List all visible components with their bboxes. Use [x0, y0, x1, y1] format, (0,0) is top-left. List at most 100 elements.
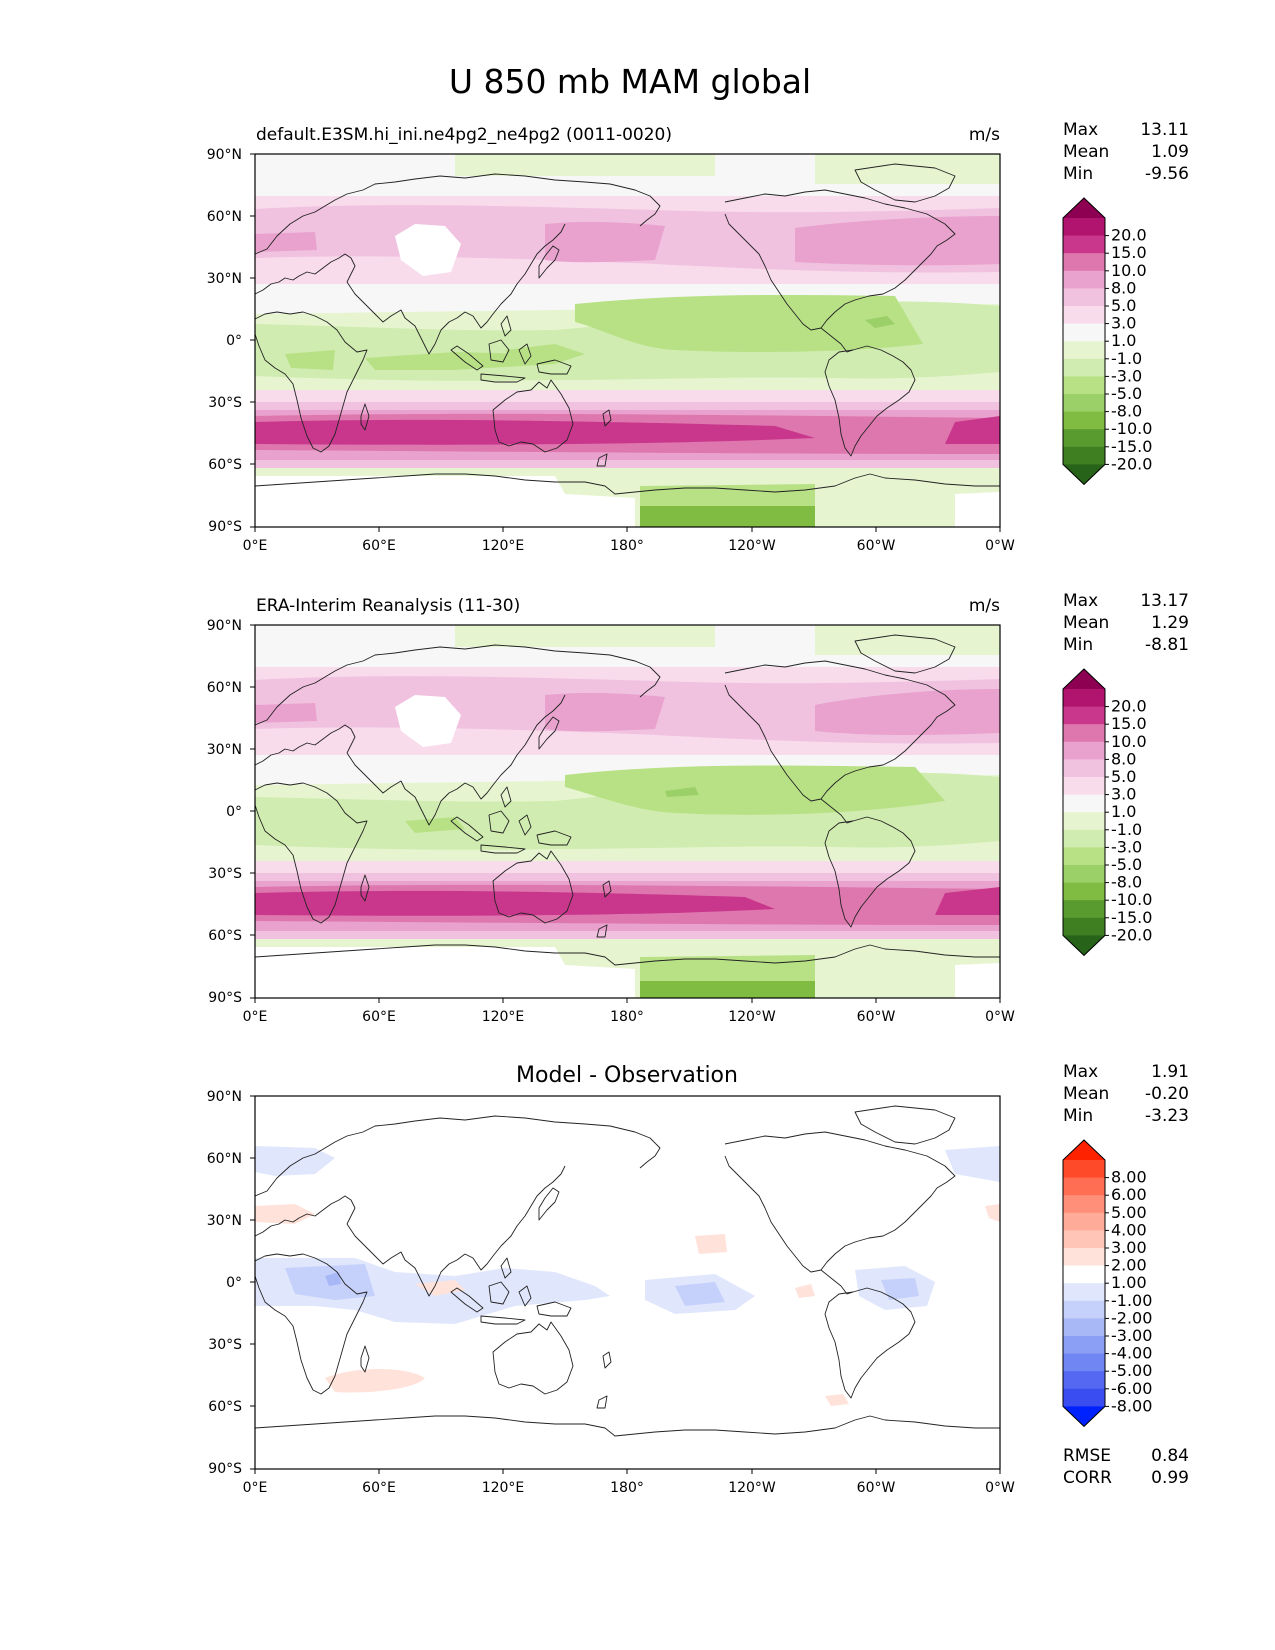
colorbar-segment — [1063, 376, 1105, 395]
stat-min-label: Min — [1063, 1106, 1093, 1126]
colorbar-tick-label: -6.00 — [1111, 1379, 1152, 1398]
lon-tick-label: 180° — [610, 1480, 644, 1496]
lat-tick-label: 30°N — [207, 271, 242, 287]
lat-tick-label: 90°S — [208, 990, 242, 1006]
colorbar-tick-label: 5.0 — [1111, 296, 1136, 315]
lon-tick-label: 120°E — [482, 1480, 525, 1496]
panel-diff: Model - Observation — [207, 1062, 1189, 1496]
lat-axis: 90°N 60°N 30°N 0° 30°S 60°S 90°S — [207, 147, 242, 535]
colorbar-segment — [1063, 777, 1105, 795]
stats-block: Max 13.17 Mean 1.29 Min -8.81 — [1063, 591, 1189, 655]
colorbar-tick-label: -15.0 — [1111, 437, 1152, 456]
colorbar-segment — [1063, 288, 1105, 307]
colorbar-tick-label: 1.0 — [1111, 331, 1136, 350]
lat-tick-label: 0° — [226, 333, 242, 349]
lon-tick-label: 120°E — [482, 538, 525, 554]
colorbar-tick-label: -1.0 — [1111, 349, 1142, 368]
colorbar-segment — [1063, 358, 1105, 377]
figure-title: U 850 mb MAM global — [449, 62, 811, 101]
panel-units: m/s — [969, 596, 1000, 616]
stat-min-label: Min — [1063, 164, 1093, 184]
colorbar-tick-label: -20.0 — [1111, 454, 1152, 473]
stat-max-value: 13.17 — [1140, 591, 1189, 611]
colorbar-segment — [1063, 1371, 1105, 1390]
colorbar-segment — [1063, 917, 1105, 936]
lat-tick-label: 60°S — [208, 457, 242, 473]
lat-tick-label: 60°S — [208, 928, 242, 944]
stat-max-label: Max — [1063, 591, 1098, 611]
lat-tick-label: 90°S — [208, 519, 242, 535]
stat-min-value: -3.23 — [1145, 1106, 1189, 1126]
lat-tick-label: 90°N — [207, 147, 242, 163]
colorbar-segment — [1063, 270, 1105, 289]
colorbar-segment — [1063, 1212, 1105, 1231]
colorbar-tick-label: -8.00 — [1111, 1396, 1152, 1415]
colorbar-segment — [1063, 1336, 1105, 1354]
lon-tick-label: 180° — [610, 1009, 644, 1025]
colorbar-tick-label: 20.0 — [1111, 697, 1147, 716]
lon-tick-label: 60°W — [857, 538, 896, 554]
lon-tick-label: 60°E — [362, 538, 396, 554]
stat-mean-label: Mean — [1063, 1084, 1109, 1104]
lon-tick-label: 120°W — [728, 1480, 776, 1496]
colorbar-tick-label: -4.00 — [1111, 1344, 1152, 1363]
stat-max-value: 13.11 — [1140, 120, 1189, 140]
stat-min-value: -8.81 — [1145, 635, 1189, 655]
colorbar-segment — [1063, 306, 1105, 324]
colorbar-extend-min — [1063, 1406, 1105, 1427]
colorbar-tick-label: -8.0 — [1111, 402, 1142, 421]
lat-tick-label: 0° — [226, 804, 242, 820]
colorbar-tick-label: 8.00 — [1111, 1168, 1147, 1187]
colorbar-segment — [1063, 218, 1105, 236]
panel-model: default.E3SM.hi_ini.ne4pg2_ne4pg2 (0011-… — [207, 120, 1189, 554]
map-field — [255, 625, 1000, 998]
colorbar-segment — [1063, 411, 1105, 430]
lat-tick-label: 60°S — [208, 1399, 242, 1415]
lat-tick-label: 60°N — [207, 1151, 242, 1167]
stat-max-value: 1.91 — [1151, 1062, 1189, 1082]
colorbar-tick-label: -20.0 — [1111, 925, 1152, 944]
stat-max-label: Max — [1063, 1062, 1098, 1082]
colorbar-segment — [1063, 689, 1105, 707]
colorbar-segment — [1063, 1160, 1105, 1178]
colorbar-segment — [1063, 706, 1105, 725]
lat-axis: 90°N 60°N 30°N 0° 30°S 60°S 90°S — [207, 618, 242, 1006]
colorbar-extend-min — [1063, 935, 1105, 956]
lon-tick-label: 60°E — [362, 1480, 396, 1496]
lat-tick-label: 30°S — [208, 1337, 242, 1353]
colorbar-segment — [1063, 235, 1105, 254]
rmse-value: 0.84 — [1151, 1446, 1189, 1466]
colorbar-tick-label: 8.0 — [1111, 278, 1136, 297]
lon-tick-label: 0°W — [985, 1009, 1015, 1025]
lon-tick-label: 60°E — [362, 1009, 396, 1025]
lon-tick-label: 60°W — [857, 1009, 896, 1025]
colorbar-tick-label: 8.0 — [1111, 749, 1136, 768]
colorbar-segment — [1063, 759, 1105, 778]
lon-tick-label: 0°E — [243, 1009, 268, 1025]
colorbar-extend-min — [1063, 464, 1105, 485]
colorbar-tick-label: -3.0 — [1111, 837, 1142, 856]
colorbar-tick-label: -5.0 — [1111, 384, 1142, 403]
colorbar-segment — [1063, 812, 1105, 831]
colorbar-tick-label: -2.00 — [1111, 1308, 1152, 1327]
lat-tick-label: 60°N — [207, 680, 242, 696]
lon-tick-label: 0°E — [243, 1480, 268, 1496]
lon-axis: 0°E 60°E 120°E 180° 120°W 60°W 0°W — [243, 1480, 1015, 1496]
panel-title: Model - Observation — [516, 1063, 738, 1088]
colorbar-segment — [1063, 341, 1105, 360]
lon-tick-label: 60°W — [857, 1480, 896, 1496]
colorbar-tick-label: 10.0 — [1111, 261, 1147, 280]
stat-mean-label: Mean — [1063, 613, 1109, 633]
colorbar-tick-label: -1.00 — [1111, 1291, 1152, 1310]
stat-mean-value: 1.09 — [1151, 142, 1189, 162]
lon-tick-label: 120°W — [728, 1009, 776, 1025]
colorbar-tick-label: -15.0 — [1111, 908, 1152, 927]
colorbar-segment — [1063, 446, 1105, 465]
panel-title: default.E3SM.hi_ini.ne4pg2_ne4pg2 (0011-… — [256, 125, 672, 145]
stat-max-label: Max — [1063, 120, 1098, 140]
lon-tick-label: 120°W — [728, 538, 776, 554]
corr-label: CORR — [1063, 1468, 1112, 1488]
colorbar: 8.006.005.004.003.002.001.00-1.00-2.00-3… — [1062, 1139, 1152, 1428]
panel-obs: ERA-Interim Reanalysis (11-30) m/s — [207, 591, 1189, 1025]
